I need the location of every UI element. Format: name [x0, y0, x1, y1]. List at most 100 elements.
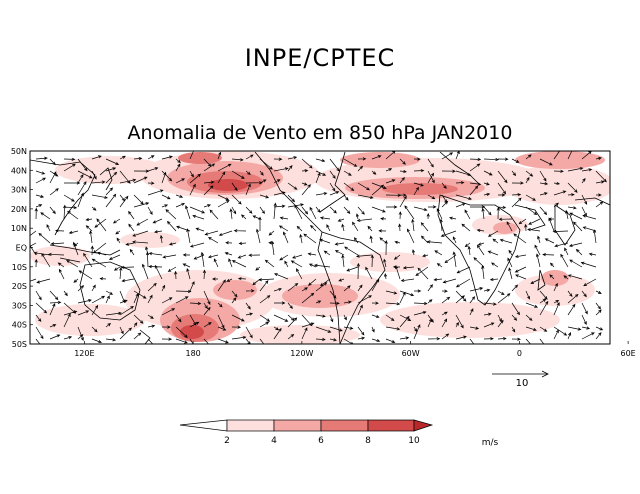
- wind-arrow: [231, 314, 245, 322]
- wind-arrow: [255, 266, 261, 271]
- wind-arrow: [273, 179, 281, 184]
- wind-arrow: [353, 237, 359, 244]
- wind-arrow: [119, 326, 124, 335]
- wind-arrow: [68, 230, 79, 235]
- wind-arrow: [567, 182, 578, 193]
- wind-arrow: [439, 218, 443, 232]
- wind-arrow: [299, 233, 303, 244]
- wind-arrow: [356, 262, 361, 280]
- wind-arrow: [441, 289, 448, 293]
- wind-arrow: [315, 326, 332, 333]
- wind-arrow: [204, 230, 219, 236]
- wind-arrow: [233, 229, 247, 233]
- wind-arrow: [511, 158, 520, 163]
- wind-arrow: [120, 265, 135, 269]
- wind-arrow: [469, 157, 482, 162]
- wind-arrow: [477, 242, 485, 246]
- wind-arrow: [307, 252, 317, 256]
- wind-arrow: [386, 205, 398, 209]
- wind-arrow: [385, 314, 395, 321]
- wind-arrow: [343, 300, 352, 304]
- wind-arrow: [379, 237, 387, 244]
- wind-arrow: [568, 242, 583, 247]
- wind-arrow: [567, 303, 576, 316]
- wind-arrow: [105, 187, 114, 196]
- wind-arrow: [301, 327, 308, 340]
- wind-arrow: [592, 229, 597, 244]
- lat-label-40n: 40N: [11, 166, 27, 175]
- wind-arrow: [357, 157, 367, 161]
- wind-arrow: [119, 327, 132, 340]
- wind-arrow: [203, 185, 214, 196]
- wind-arrow: [287, 283, 299, 292]
- wind-arrow: [91, 304, 99, 316]
- wind-arrow: [203, 302, 208, 309]
- wind-arrow: [91, 170, 97, 180]
- wind-arrow: [147, 282, 157, 292]
- wind-arrow: [588, 252, 597, 256]
- wind-arrow: [469, 296, 476, 304]
- wind-arrow: [395, 265, 401, 280]
- wind-arrow: [57, 262, 65, 268]
- wind-arrow: [91, 338, 102, 344]
- wind-arrow: [553, 181, 561, 186]
- wind-arrow: [427, 205, 437, 209]
- wind-arrow: [483, 192, 491, 196]
- wind-arrow: [296, 268, 303, 280]
- wind-arrow: [154, 264, 163, 280]
- lat-label-40s: 40S: [12, 321, 27, 330]
- wind-arrow: [426, 240, 443, 244]
- wind-arrow: [259, 194, 270, 199]
- wind-arrow: [436, 208, 443, 220]
- wind-arrow: [341, 254, 345, 268]
- wind-arrow: [564, 247, 569, 256]
- wind-arrow: [91, 206, 97, 211]
- wind-arrow: [129, 248, 135, 256]
- wind-arrow: [119, 266, 123, 280]
- wind-arrow: [270, 240, 275, 256]
- lat-label-20n: 20N: [11, 205, 27, 214]
- wind-arrow: [511, 181, 524, 185]
- wind-arrow: [287, 194, 296, 203]
- wind-arrow: [231, 297, 237, 304]
- wind-arrow: [497, 170, 508, 184]
- wind-arrow: [195, 227, 205, 232]
- wind-arrow: [175, 202, 186, 208]
- wind-arrow: [595, 326, 604, 331]
- wind-arrow: [420, 235, 429, 244]
- wind-arrow: [136, 218, 149, 226]
- wind-arrow: [413, 206, 428, 212]
- wind-arrow: [483, 337, 494, 341]
- wind-arrow: [567, 332, 572, 340]
- wind-arrow: [334, 242, 345, 246]
- wind-arrow: [245, 183, 251, 196]
- wind-arrow: [35, 314, 42, 322]
- shade-level-8-10: [180, 179, 248, 339]
- wind-arrow: [279, 216, 289, 220]
- wind-arrow: [525, 154, 532, 160]
- wind-arrow: [77, 181, 87, 196]
- wind-arrow: [119, 178, 137, 184]
- wind-arrow: [273, 157, 283, 161]
- wind-arrow: [34, 258, 38, 268]
- wind-arrow: [105, 338, 117, 342]
- wind-arrow: [105, 295, 110, 304]
- wind-arrow: [569, 212, 583, 220]
- wind-arrow: [483, 322, 495, 328]
- wind-arrow: [567, 151, 573, 160]
- wind-arrow: [217, 338, 229, 344]
- wind-arrow: [125, 242, 135, 246]
- wind-arrow: [189, 170, 194, 178]
- wind-arrow: [498, 217, 513, 221]
- wind-arrow: [525, 326, 537, 331]
- wind-arrow: [226, 278, 233, 282]
- wind-arrow: [175, 194, 184, 198]
- wind-arrow: [525, 290, 530, 300]
- wind-arrow: [352, 221, 359, 232]
- wind-arrow: [487, 250, 499, 256]
- wind-arrow: [63, 157, 76, 161]
- wind-arrow: [154, 230, 163, 234]
- wind-arrow: [287, 156, 298, 160]
- wind-arrow: [357, 336, 366, 340]
- wind-arrow: [399, 158, 406, 165]
